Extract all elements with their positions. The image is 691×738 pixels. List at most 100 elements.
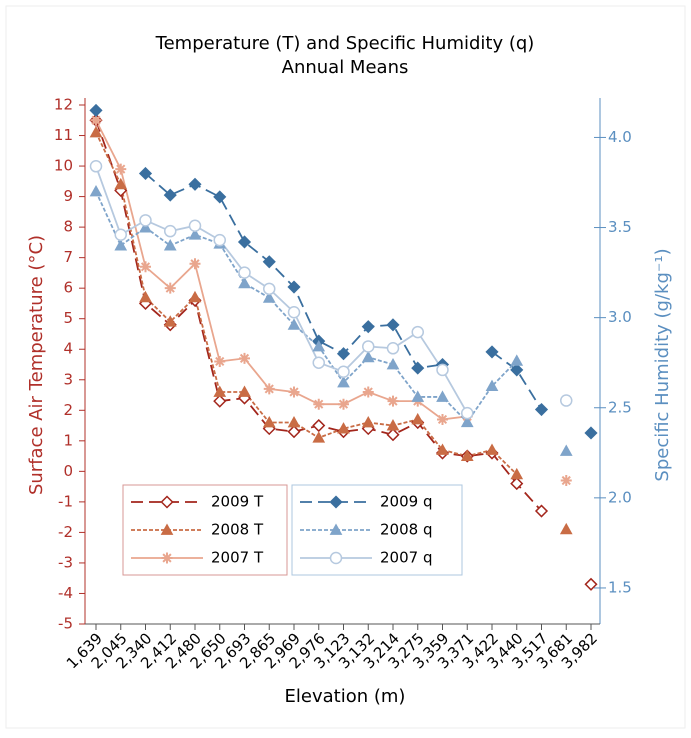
marker — [287, 305, 301, 319]
marker — [189, 258, 201, 270]
marker — [312, 431, 326, 443]
marker — [560, 394, 573, 407]
marker — [436, 363, 449, 377]
y-tick-label: 3 — [63, 370, 73, 388]
y-axis-label: Surface Air Temperature (°C) — [26, 235, 47, 495]
marker — [329, 551, 343, 565]
marker — [262, 291, 276, 303]
marker — [386, 357, 400, 370]
y-tick-label: -4 — [58, 584, 73, 602]
marker — [362, 386, 374, 398]
legend-label: 2008 q — [380, 521, 432, 539]
marker — [386, 342, 400, 355]
marker — [387, 395, 399, 407]
marker — [329, 495, 343, 509]
marker — [559, 444, 573, 456]
marker — [411, 325, 424, 339]
marker — [485, 443, 499, 455]
y2-tick-label: 3.5 — [608, 218, 632, 236]
marker — [237, 235, 252, 249]
marker — [337, 365, 350, 378]
marker — [436, 390, 449, 402]
marker — [262, 415, 276, 428]
y-tick-label: 4 — [63, 340, 73, 358]
legend-label: 2009 q — [380, 493, 432, 511]
marker — [139, 221, 152, 233]
marker — [313, 398, 325, 410]
marker — [337, 422, 350, 434]
marker — [460, 449, 474, 461]
marker — [436, 443, 449, 455]
marker — [188, 228, 202, 240]
marker — [115, 163, 127, 175]
marker — [337, 375, 350, 388]
marker — [485, 345, 499, 359]
legend-box — [291, 484, 463, 576]
y-tick-label: -1 — [58, 492, 73, 510]
y-tick-label: 1 — [63, 431, 73, 449]
marker — [140, 261, 151, 273]
marker — [461, 406, 474, 420]
y-tick-label: 9 — [63, 187, 73, 205]
marker — [238, 276, 251, 289]
marker — [329, 523, 343, 535]
marker — [138, 166, 153, 181]
marker — [188, 290, 202, 303]
y-tick-label: -5 — [58, 615, 73, 633]
marker — [114, 239, 128, 251]
marker — [411, 390, 425, 402]
marker — [510, 467, 524, 480]
marker — [485, 379, 499, 392]
marker — [139, 290, 152, 303]
marker — [312, 356, 325, 369]
marker — [163, 315, 177, 327]
y-tick-label: 0 — [63, 462, 73, 480]
marker — [559, 522, 573, 535]
marker — [287, 318, 301, 330]
marker — [163, 239, 177, 251]
marker — [336, 347, 351, 361]
legend-label: 2009 T — [211, 493, 264, 511]
marker — [263, 282, 276, 296]
marker — [213, 233, 226, 247]
y-tick-label: 8 — [63, 218, 73, 236]
marker — [287, 280, 301, 294]
marker — [213, 190, 227, 204]
legend-label: 2007 q — [380, 549, 432, 567]
marker — [338, 398, 349, 410]
marker — [287, 415, 301, 428]
marker — [160, 523, 174, 535]
marker — [361, 320, 375, 334]
marker — [560, 475, 572, 487]
y-tick-label: 10 — [54, 157, 73, 175]
marker — [238, 266, 251, 279]
marker — [437, 413, 448, 425]
marker — [213, 385, 227, 397]
y2-tick-label: 2.0 — [608, 488, 632, 506]
marker — [262, 255, 276, 269]
marker — [114, 228, 127, 241]
marker — [510, 354, 524, 366]
y-tick-label: 7 — [63, 248, 73, 266]
y-tick-label: 6 — [63, 279, 73, 297]
marker — [239, 352, 250, 364]
marker — [361, 415, 375, 428]
marker — [534, 504, 549, 518]
marker — [287, 425, 301, 439]
y-tick-label: -3 — [58, 553, 73, 571]
legend-label: 2007 T — [211, 549, 264, 567]
marker — [263, 383, 275, 395]
marker — [386, 318, 400, 332]
chart-subtitle: Annual Means — [282, 57, 409, 78]
marker — [411, 412, 425, 425]
marker — [288, 386, 300, 398]
y-tick-label: 12 — [54, 96, 73, 114]
chart-title: Temperature (T) and Specific Humidity (q… — [155, 33, 535, 54]
marker — [312, 339, 326, 352]
marker — [90, 114, 102, 126]
marker — [584, 426, 598, 440]
marker — [89, 103, 103, 117]
marker — [164, 224, 177, 238]
marker — [312, 418, 326, 433]
